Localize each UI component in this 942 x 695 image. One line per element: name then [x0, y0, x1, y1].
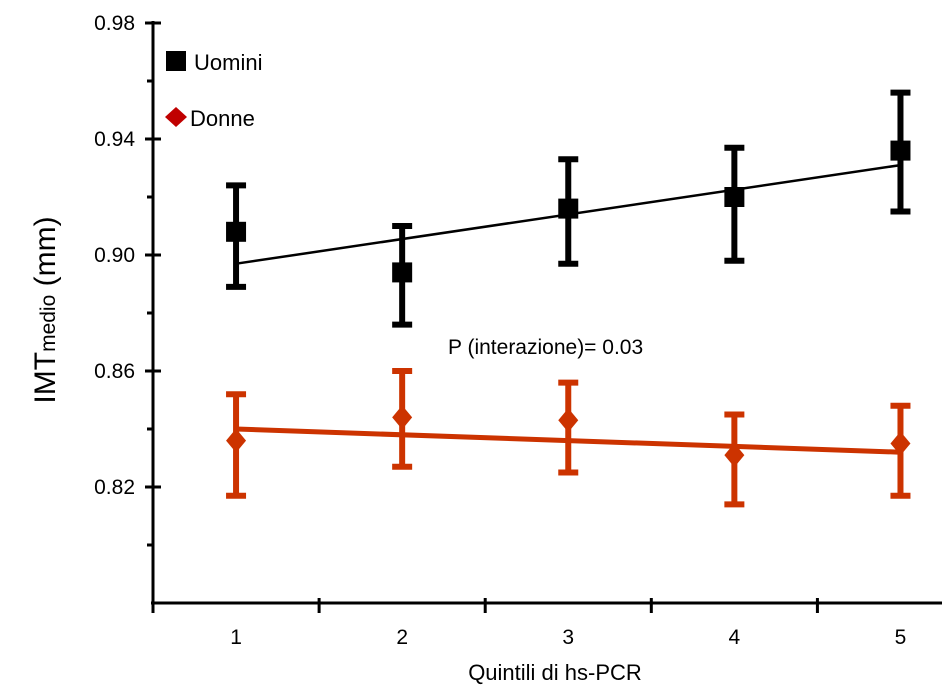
y-axis-title-unit: (mm) — [29, 216, 62, 294]
x-axis-title: Quintili di hs-PCR — [468, 660, 642, 685]
series-layer — [226, 89, 911, 508]
x-tick-label: 2 — [396, 626, 408, 649]
legend: Uomini Donne — [165, 50, 262, 131]
y-tick-label: 0.98 — [94, 12, 135, 35]
y-tick-label: 0.94 — [94, 128, 135, 151]
data-point-uomini — [392, 262, 413, 283]
data-point-uomini — [558, 198, 579, 219]
data-point-donne — [558, 408, 579, 433]
p-value-annotation: P (interazione)= 0.03 — [448, 336, 643, 359]
legend-label-uomini: Uomini — [194, 50, 262, 75]
legend-label-donne: Donne — [190, 106, 255, 131]
x-tick-label: 3 — [562, 626, 574, 649]
data-point-donne — [392, 405, 413, 430]
y-tick-label: 0.86 — [94, 360, 135, 383]
y-tick-label: 0.90 — [94, 244, 135, 267]
series-donne — [226, 368, 911, 508]
data-point-uomini — [890, 140, 911, 161]
legend-marker-donne — [165, 107, 187, 127]
x-tick-label: 1 — [230, 626, 242, 649]
y-tick-label: 0.82 — [94, 476, 135, 499]
y-axis-title: IMTmedio (mm) — [29, 216, 62, 403]
x-tick-label: 5 — [895, 626, 907, 649]
y-axis-title-sub: medio — [37, 295, 60, 352]
data-point-uomini — [724, 187, 745, 207]
legend-marker-uomini — [166, 51, 186, 71]
data-point-donne — [226, 428, 247, 453]
data-point-donne — [724, 443, 745, 468]
axes: 0.82 0.86 0.90 0.94 0.98 1 2 3 4 5 — [94, 12, 942, 649]
y-axis-title-main: IMT — [29, 352, 62, 404]
data-point-uomini — [226, 221, 247, 242]
x-tick-label: 4 — [729, 626, 741, 649]
data-point-donne — [890, 431, 911, 456]
series-uomini — [226, 89, 911, 328]
